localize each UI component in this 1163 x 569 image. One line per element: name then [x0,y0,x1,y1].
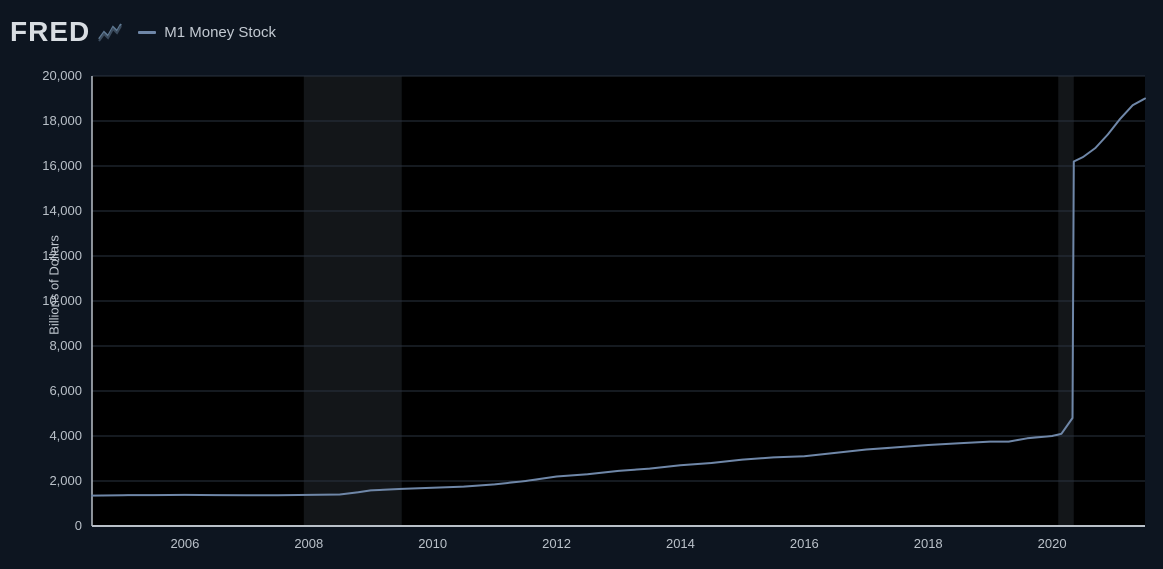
y-tick-label: 2,000 [49,473,82,488]
x-tick-label: 2014 [666,536,695,551]
y-tick-label: 0 [75,518,82,533]
legend-label: M1 Money Stock [164,24,276,41]
y-tick-label: 8,000 [49,338,82,353]
y-tick-label: 16,000 [42,158,82,173]
x-tick-label: 2008 [294,536,323,551]
legend: M1 Money Stock [138,24,276,41]
x-tick-label: 2020 [1038,536,1067,551]
y-tick-label: 14,000 [42,203,82,218]
legend-swatch [138,31,156,34]
y-axis-label: Billions of Dollars [46,235,61,335]
y-tick-label: 18,000 [42,113,82,128]
logo-chart-icon [98,22,122,42]
y-tick-label: 20,000 [42,68,82,83]
x-tick-label: 2016 [790,536,819,551]
header: FRED M1 Money Stock [10,16,276,48]
x-tick-label: 2018 [914,536,943,551]
page-root: 02,0004,0006,0008,00010,00012,00014,0001… [0,0,1163,569]
x-tick-label: 2006 [170,536,199,551]
x-tick-label: 2012 [542,536,571,551]
y-tick-label: 6,000 [49,383,82,398]
x-tick-label: 2010 [418,536,447,551]
y-tick-label: 4,000 [49,428,82,443]
logo-text: FRED [10,16,90,48]
chart-svg: 02,0004,0006,0008,00010,00012,00014,0001… [0,0,1163,569]
